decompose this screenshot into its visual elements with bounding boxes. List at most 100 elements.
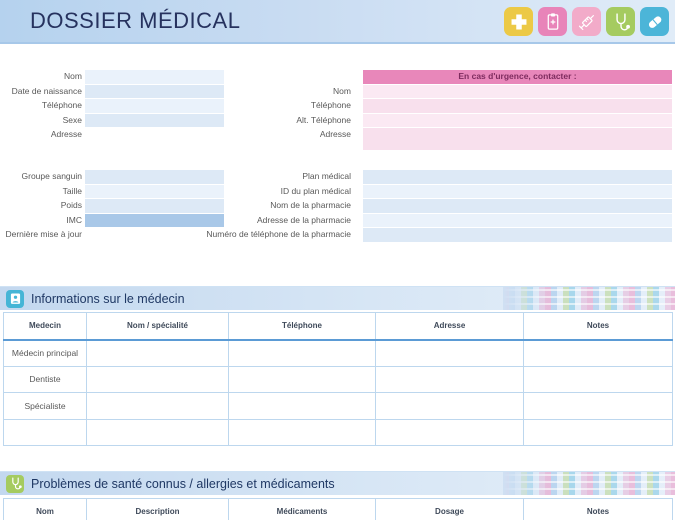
column-header: Adresse xyxy=(375,312,524,341)
form-row: Date de naissance xyxy=(0,84,227,98)
form-row: Téléphone xyxy=(203,99,672,113)
table-row: Spécialiste xyxy=(3,392,673,420)
notes-cell[interactable] xyxy=(523,365,673,393)
address-cell[interactable] xyxy=(375,418,524,446)
field-input[interactable] xyxy=(85,170,224,184)
field-label: Adresse xyxy=(319,129,351,139)
name-specialty-cell[interactable] xyxy=(86,365,229,393)
page-title: DOSSIER MÉDICAL xyxy=(30,8,241,33)
conditions-section-header: Problèmes de santé connus / allergies et… xyxy=(0,471,675,495)
mosaic-decoration xyxy=(503,287,675,310)
name-specialty-cell[interactable] xyxy=(86,392,229,420)
field-label: Nom xyxy=(64,71,82,81)
notes-cell[interactable] xyxy=(523,392,673,420)
field-label: ID du plan médical xyxy=(280,185,351,196)
field-label: Plan médical xyxy=(302,171,351,181)
field-input[interactable] xyxy=(85,213,224,227)
field-label: Téléphone xyxy=(41,100,82,110)
field-label: Groupe sanguin xyxy=(21,171,83,181)
field-input[interactable] xyxy=(363,170,672,184)
field-label: Dernière mise à jour xyxy=(5,229,82,239)
form-row: Numéro de téléphone de la pharmacie xyxy=(203,228,672,242)
address-cell[interactable] xyxy=(375,365,524,393)
form-row: Nom de la pharmacie xyxy=(203,199,672,213)
toolbar-icons xyxy=(504,7,669,36)
form-row: ID du plan médical xyxy=(203,184,672,198)
field-input[interactable] xyxy=(85,199,224,213)
field-input[interactable] xyxy=(363,128,672,150)
doctor-type-cell: Spécialiste xyxy=(3,392,87,420)
form-row: Adresse xyxy=(0,128,227,150)
field-input[interactable] xyxy=(85,84,224,98)
field-input[interactable] xyxy=(85,184,224,198)
column-header: Téléphone xyxy=(228,312,376,341)
address-cell[interactable] xyxy=(375,339,524,367)
phone-cell[interactable] xyxy=(228,392,376,420)
field-label: Téléphone xyxy=(310,100,351,110)
field-label: Sexe xyxy=(62,114,82,125)
conditions-table: Nom Description Médicaments Dosage Notes xyxy=(3,498,673,520)
column-header: Notes xyxy=(523,312,673,341)
phone-cell[interactable] xyxy=(228,339,376,367)
field-label: Poids xyxy=(60,200,82,210)
form-row: Dernière mise à jour xyxy=(0,228,227,242)
column-header: Dosage xyxy=(375,498,524,520)
field-input[interactable] xyxy=(85,70,224,84)
emergency-header: En cas d'urgence, contacter : xyxy=(363,70,672,84)
form-row: Nom xyxy=(0,70,227,84)
field-input[interactable] xyxy=(363,99,672,113)
mosaic-decoration xyxy=(503,472,675,495)
field-label: Adresse de la pharmacie xyxy=(256,214,351,225)
form-row: Adresse xyxy=(203,128,672,150)
table-row: Dentiste xyxy=(3,365,673,393)
form-row: Taille xyxy=(0,184,227,198)
field-input[interactable] xyxy=(363,84,672,98)
field-label: Taille xyxy=(62,185,82,196)
field-input[interactable] xyxy=(363,213,672,227)
stethoscope-icon xyxy=(6,474,24,493)
pharmacy-block: Plan médical ID du plan médical Nom de l… xyxy=(203,170,672,243)
field-input[interactable] xyxy=(363,184,672,198)
field-input[interactable] xyxy=(85,99,224,113)
doctors-table-header-row: Medecin Nom / spécialité Téléphone Adresse N… xyxy=(3,312,673,341)
doctor-type-cell: Dentiste xyxy=(3,365,87,393)
conditions-table-header-row: Nom Description Médicaments Dosage Notes xyxy=(3,498,673,520)
column-header: Description xyxy=(86,498,229,520)
table-row: Médecin principal xyxy=(3,339,673,367)
form-row: Adresse de la pharmacie xyxy=(203,213,672,227)
form-row: Alt. Téléphone xyxy=(203,113,672,127)
form-row: Nom xyxy=(203,84,672,98)
field-input[interactable] xyxy=(85,113,224,127)
notes-cell[interactable] xyxy=(523,339,673,367)
name-specialty-cell[interactable] xyxy=(86,418,229,446)
form-row: Téléphone xyxy=(0,99,227,113)
id-badge-icon xyxy=(6,289,24,308)
name-specialty-cell[interactable] xyxy=(86,339,229,367)
stethoscope-icon xyxy=(606,7,635,36)
field-input[interactable] xyxy=(363,113,672,127)
doctors-section-header: Informations sur le médecin xyxy=(0,286,675,310)
field-label: Date de naissance xyxy=(11,85,82,96)
address-cell[interactable] xyxy=(375,392,524,420)
column-header: Nom / spécialité xyxy=(86,312,229,341)
clipboard-icon xyxy=(538,7,567,36)
form-row: Poids xyxy=(0,199,227,213)
phone-cell[interactable] xyxy=(228,365,376,393)
field-label: Adresse xyxy=(50,129,82,139)
form-row: Sexe xyxy=(0,113,227,127)
patient-info-block: Nom Date de naissance Téléphone Sexe Adr… xyxy=(0,70,227,151)
form-row: En cas d'urgence, contacter : xyxy=(203,70,672,84)
pill-icon xyxy=(640,7,669,36)
section-title: Informations sur le médecin xyxy=(31,291,185,306)
field-input[interactable] xyxy=(363,199,672,213)
field-input[interactable] xyxy=(363,228,672,242)
notes-cell[interactable] xyxy=(523,418,673,446)
phone-cell[interactable] xyxy=(228,418,376,446)
doctors-table: Medecin Nom / spécialité Téléphone Adresse N… xyxy=(3,312,673,446)
form-row: Plan médical xyxy=(203,170,672,184)
emergency-contact-block: En cas d'urgence, contacter : Nom Téléph… xyxy=(203,70,672,151)
form-row: Groupe sanguin xyxy=(0,170,227,184)
doctors-table-body: Médecin principal Dentiste Spécialiste xyxy=(3,339,673,446)
field-label: Numéro de téléphone de la pharmacie xyxy=(206,229,351,239)
medical-details-block: Groupe sanguin Taille Poids IMC Dernière… xyxy=(0,170,227,243)
